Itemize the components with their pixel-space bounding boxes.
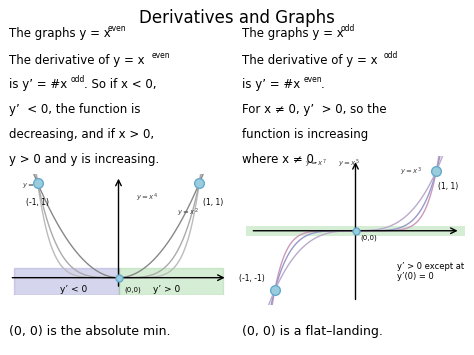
Text: (1, 1): (1, 1) (438, 182, 458, 191)
Text: $y = x^2$: $y = x^2$ (177, 207, 199, 219)
Text: function is increasing: function is increasing (242, 128, 368, 141)
Text: (-1, 1): (-1, 1) (26, 198, 49, 207)
Text: $y = x^7$: $y = x^7$ (305, 158, 328, 170)
Text: .: . (320, 78, 324, 91)
Text: y’  < 0, the function is: y’ < 0, the function is (9, 103, 141, 116)
Text: The derivative of y = x: The derivative of y = x (9, 54, 145, 67)
Text: y’ > 0 except at
y’(0) = 0: y’ > 0 except at y’(0) = 0 (398, 262, 465, 281)
Bar (118, 268, 223, 295)
Text: (0, 0) is a flat–landing.: (0, 0) is a flat–landing. (242, 326, 383, 338)
Bar (14, 268, 118, 295)
Text: For x ≠ 0, y’  > 0, so the: For x ≠ 0, y’ > 0, so the (242, 103, 386, 116)
Text: y’ > 0: y’ > 0 (153, 285, 181, 294)
Text: odd: odd (383, 50, 398, 60)
Text: odd: odd (71, 75, 85, 84)
Bar (246, 226, 465, 235)
Text: (0,0): (0,0) (124, 286, 141, 293)
Text: (0, 0) is the absolute min.: (0, 0) is the absolute min. (9, 326, 171, 338)
Text: even: even (303, 75, 322, 84)
Text: is y’ = #x: is y’ = #x (242, 78, 300, 91)
Text: The graphs y = x: The graphs y = x (9, 27, 111, 40)
Text: (1, 1): (1, 1) (203, 198, 224, 207)
Text: $y = x^6$: $y = x^6$ (22, 179, 44, 192)
Text: even: even (151, 50, 170, 60)
Text: odd: odd (340, 24, 355, 33)
Text: The derivative of y = x: The derivative of y = x (242, 54, 377, 67)
Text: The graphs y = x: The graphs y = x (242, 27, 344, 40)
Text: Derivatives and Graphs: Derivatives and Graphs (139, 9, 335, 27)
Text: $y = x^5$: $y = x^5$ (338, 158, 360, 170)
Text: is y’ = #x: is y’ = #x (9, 78, 68, 91)
Text: (-1, -1): (-1, -1) (239, 274, 265, 283)
Text: y’ < 0: y’ < 0 (61, 285, 88, 294)
Text: even: even (108, 24, 127, 33)
Text: $y = x^4$: $y = x^4$ (136, 192, 158, 204)
Text: where x ≠ 0.: where x ≠ 0. (242, 153, 318, 165)
Text: y > 0 and y is increasing.: y > 0 and y is increasing. (9, 153, 160, 165)
Text: decreasing, and if x > 0,: decreasing, and if x > 0, (9, 128, 155, 141)
Text: . So if x < 0,: . So if x < 0, (84, 78, 156, 91)
Text: $y = x^3$: $y = x^3$ (400, 165, 422, 178)
Text: (0,0): (0,0) (360, 234, 377, 241)
